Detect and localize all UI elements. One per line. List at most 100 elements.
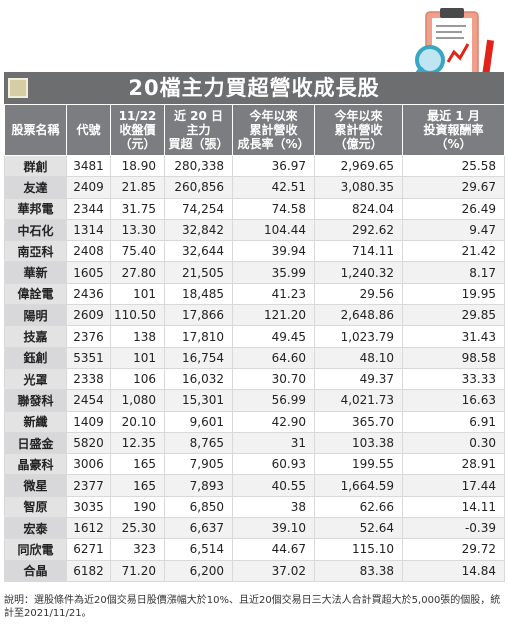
table-cell: 36.97 xyxy=(232,154,315,178)
table-cell: 31.75 xyxy=(110,197,165,220)
table-cell: 64.60 xyxy=(232,346,315,369)
trend-chart-icon xyxy=(446,43,470,63)
table-cell: 32,644 xyxy=(164,240,233,263)
table-cell: 14.84 xyxy=(402,559,505,582)
stock-name-cell: 晶豪科 xyxy=(4,453,67,476)
table-cell: 19.95 xyxy=(402,282,505,306)
table-cell: 35.99 xyxy=(232,261,315,284)
stock-name-cell: 合晶 xyxy=(4,559,67,582)
banner-square-icon xyxy=(8,78,28,98)
table-cell: 106 xyxy=(110,367,165,391)
table-cell: 9,601 xyxy=(164,410,233,433)
table-cell: 280,338 xyxy=(164,154,233,178)
table-cell: 39.94 xyxy=(232,240,315,263)
stock-name-cell: 宏泰 xyxy=(4,517,67,540)
column-header: 今年以來 累計營收 （億元） xyxy=(314,104,403,156)
table-cell: 74,254 xyxy=(164,197,233,220)
table-row: 日盛金 5820 12.35 8,765 31 103.38 0.30 xyxy=(4,431,505,455)
stock-name-cell: 新纖 xyxy=(4,410,67,433)
table-cell: 138 xyxy=(110,325,165,348)
table-cell: 12.35 xyxy=(110,431,165,455)
table-cell: 2609 xyxy=(66,304,111,327)
table-cell: 31.43 xyxy=(402,325,505,348)
table-cell: 20.10 xyxy=(110,410,165,433)
column-header: 今年以來 累計營收 成長率（%） xyxy=(232,104,315,156)
stock-name-cell: 陽明 xyxy=(4,304,67,327)
stock-name-cell: 友達 xyxy=(4,176,67,199)
table-row: 華邦電 2344 31.75 74,254 74.58 824.04 26.49 xyxy=(4,197,505,220)
table-cell: 62.66 xyxy=(314,495,403,519)
table-row: 宏泰 1612 25.30 6,637 39.10 52.64 -0.39 xyxy=(4,517,505,540)
table-row: 中石化 1314 13.30 32,842 104.44 292.62 9.47 xyxy=(4,218,505,242)
table-cell: 29.85 xyxy=(402,304,505,327)
table-cell: 17,810 xyxy=(164,325,233,348)
table-cell: 104.44 xyxy=(232,218,315,242)
table-cell: -0.39 xyxy=(402,517,505,540)
table-cell: 8.17 xyxy=(402,261,505,284)
table-cell: 6,850 xyxy=(164,495,233,519)
table-cell: 2,969.65 xyxy=(314,154,403,178)
table-cell: 6271 xyxy=(66,538,111,561)
table-row: 智原 3035 190 6,850 38 62.66 14.11 xyxy=(4,495,505,519)
stock-table: 股票名稱 代號 11/22 收盤價 （元）近 20 日 主力 買超（張） 今年以來 累… xyxy=(4,104,505,582)
table-cell: 25.30 xyxy=(110,517,165,540)
table-cell: 121.20 xyxy=(232,304,315,327)
table-row: 偉詮電 2436 101 18,485 41.23 29.56 19.95 xyxy=(4,282,505,306)
table-row: 新纖 1409 20.10 9,601 42.90 365.70 6.91 xyxy=(4,410,505,433)
table-cell: 165 xyxy=(110,453,165,476)
table-cell: 17.44 xyxy=(402,474,505,497)
table-cell: 6,637 xyxy=(164,517,233,540)
stock-name-cell: 南亞科 xyxy=(4,240,67,263)
table-cell: 9.47 xyxy=(402,218,505,242)
stock-name-cell: 華邦電 xyxy=(4,197,67,220)
table-row: 南亞科 2408 75.40 32,644 39.94 714.11 21.42 xyxy=(4,240,505,263)
table-row: 技嘉 2376 138 17,810 49.45 1,023.79 31.43 xyxy=(4,325,505,348)
table-cell: 52.64 xyxy=(314,517,403,540)
table-cell: 16,032 xyxy=(164,367,233,391)
table-cell: 29.67 xyxy=(402,176,505,199)
table-cell: 260,856 xyxy=(164,176,233,199)
table-row: 光罩 2338 106 16,032 30.70 49.37 33.33 xyxy=(4,367,505,391)
table-cell: 101 xyxy=(110,346,165,369)
stock-name-cell: 日盛金 xyxy=(4,431,67,455)
table-cell: 49.37 xyxy=(314,367,403,391)
table-row: 微星 2377 165 7,893 40.55 1,664.59 17.44 xyxy=(4,474,505,497)
table-cell: 1605 xyxy=(66,261,111,284)
table-cell: 15,301 xyxy=(164,389,233,412)
table-cell: 190 xyxy=(110,495,165,519)
table-row: 聯發科 2454 1,080 15,301 56.99 4,021.73 16.63 xyxy=(4,389,505,412)
stock-name-cell: 技嘉 xyxy=(4,325,67,348)
table-cell: 2376 xyxy=(66,325,111,348)
table-cell: 1612 xyxy=(66,517,111,540)
table-cell: 115.10 xyxy=(314,538,403,561)
table-row: 鈺創 5351 101 16,754 64.60 48.10 98.58 xyxy=(4,346,505,369)
table-cell: 38 xyxy=(232,495,315,519)
table-cell: 21,505 xyxy=(164,261,233,284)
table-cell: 39.10 xyxy=(232,517,315,540)
table-cell: 42.90 xyxy=(232,410,315,433)
table-cell: 13.30 xyxy=(110,218,165,242)
stock-name-cell: 微星 xyxy=(4,474,67,497)
table-cell: 71.20 xyxy=(110,559,165,582)
table-row: 晶豪科 3006 165 7,905 60.93 199.55 28.91 xyxy=(4,453,505,476)
table-cell: 6,200 xyxy=(164,559,233,582)
table-cell: 29.72 xyxy=(402,538,505,561)
stock-name-cell: 光罩 xyxy=(4,367,67,391)
stock-name-cell: 聯發科 xyxy=(4,389,67,412)
table-cell: 1,664.59 xyxy=(314,474,403,497)
page-title: 20檔主力買超營收成長股 xyxy=(128,76,380,100)
table-cell: 32,842 xyxy=(164,218,233,242)
table-cell: 2377 xyxy=(66,474,111,497)
table-cell: 199.55 xyxy=(314,453,403,476)
stock-name-cell: 偉詮電 xyxy=(4,282,67,306)
table-cell: 27.80 xyxy=(110,261,165,284)
table-cell: 2409 xyxy=(66,176,111,199)
table-cell: 17,866 xyxy=(164,304,233,327)
column-header: 股票名稱 xyxy=(4,104,67,156)
table-cell: 18,485 xyxy=(164,282,233,306)
table-cell: 3,080.35 xyxy=(314,176,403,199)
table-cell: 323 xyxy=(110,538,165,561)
table-cell: 60.93 xyxy=(232,453,315,476)
table-cell: 2436 xyxy=(66,282,111,306)
table-cell: 3035 xyxy=(66,495,111,519)
